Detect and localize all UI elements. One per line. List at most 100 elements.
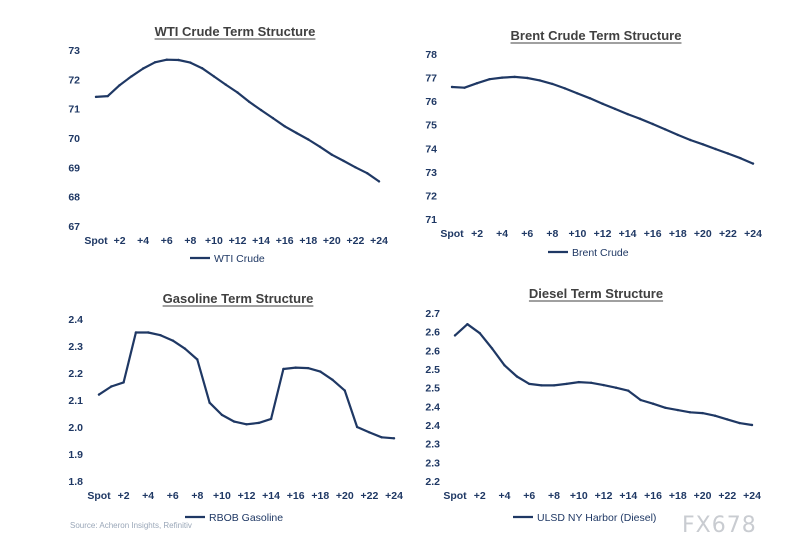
x-tick-label: +2 (471, 228, 483, 240)
x-tick-label: +4 (142, 490, 154, 502)
data-point (627, 389, 630, 392)
data-point (368, 431, 371, 434)
data-point (200, 67, 204, 70)
data-point (196, 358, 199, 361)
data-point (538, 79, 541, 82)
data-point (118, 84, 121, 87)
y-tick-label: 71 (425, 214, 437, 226)
data-point (259, 108, 263, 112)
data-point (726, 418, 729, 421)
data-point (189, 61, 192, 64)
data-point (306, 366, 310, 370)
x-tick-label: +22 (719, 228, 737, 240)
data-point (177, 58, 180, 62)
data-point (147, 331, 150, 334)
chart-title: Diesel Term Structure (529, 286, 663, 301)
data-point (601, 102, 604, 105)
chart-title: WTI Crude Term Structure (155, 24, 316, 39)
data-point (122, 381, 125, 384)
data-point (589, 381, 593, 384)
data-point (307, 138, 310, 141)
y-tick-label: 1.8 (68, 476, 83, 488)
data-point (551, 82, 554, 86)
legend-label: Brent Crude (572, 247, 629, 259)
series-line (94, 58, 381, 183)
data-point (110, 385, 113, 388)
data-point (453, 334, 457, 337)
data-point (664, 128, 667, 131)
data-point (130, 75, 133, 78)
data-point (171, 339, 174, 342)
data-point (639, 398, 642, 402)
source-note: Source: Acheron Insights, Refinitiv (70, 521, 192, 530)
data-point (165, 58, 168, 61)
y-tick-label: 2.2 (68, 368, 83, 380)
data-point (392, 437, 396, 440)
y-tick-label: 69 (68, 162, 80, 174)
data-point (208, 401, 211, 404)
data-point (236, 91, 239, 94)
x-tick-label: +20 (336, 490, 354, 502)
data-point (354, 166, 357, 169)
data-point (257, 421, 260, 425)
data-point (613, 107, 617, 111)
data-point (689, 138, 692, 142)
y-tick-label: 70 (68, 133, 80, 145)
x-tick-label: +20 (694, 228, 712, 240)
data-point (614, 386, 618, 389)
x-tick-label: +12 (594, 228, 612, 240)
data-point (501, 76, 504, 79)
x-tick-label: +6 (161, 235, 173, 247)
x-tick-label: +2 (474, 490, 486, 502)
y-tick-label: 72 (425, 190, 437, 202)
y-tick-label: 75 (425, 120, 437, 132)
data-point (490, 347, 494, 350)
x-tick-label: +18 (669, 228, 687, 240)
data-point (576, 92, 579, 95)
y-tick-label: 67 (68, 221, 80, 233)
data-point (488, 78, 491, 81)
data-point (750, 423, 754, 427)
data-point (588, 97, 592, 100)
series-line (97, 331, 396, 440)
x-tick-label: +24 (744, 228, 762, 240)
data-point (318, 145, 322, 148)
y-tick-label: 73 (425, 167, 437, 179)
data-point (466, 323, 469, 326)
data-point (552, 384, 556, 387)
y-tick-label: 2.3 (425, 439, 440, 451)
x-tick-label: +24 (385, 490, 403, 502)
x-tick-label: +16 (644, 228, 662, 240)
data-point (295, 131, 298, 135)
x-tick-label: +4 (137, 235, 149, 247)
x-tick-label: +6 (521, 228, 533, 240)
data-point (282, 367, 285, 371)
series-line (450, 75, 755, 165)
data-point (159, 334, 162, 337)
y-tick-label: 2.5 (425, 383, 440, 395)
chart-panel-3: Gasoline Term Structure 2.4 2.3 2.2 2.1 2.0 1.… (68, 291, 403, 524)
x-tick-label: +10 (570, 490, 588, 502)
data-point (713, 414, 717, 417)
y-tick-label: 76 (425, 96, 437, 108)
data-point (602, 383, 605, 387)
y-tick-label: 2.6 (425, 345, 440, 357)
x-tick-label: +12 (595, 490, 613, 502)
x-tick-label: +16 (644, 490, 662, 502)
y-tick-label: 2.7 (425, 308, 440, 320)
y-tick-label: 2.4 (425, 401, 440, 413)
x-tick-label: +8 (191, 490, 203, 502)
data-point (475, 82, 479, 85)
data-point (220, 413, 224, 417)
data-point (97, 393, 101, 396)
x-tick-label: +22 (718, 490, 736, 502)
data-point (565, 382, 568, 386)
x-tick-label: +16 (287, 490, 305, 502)
data-point (688, 411, 692, 414)
y-tick-label: 2.5 (425, 364, 440, 376)
data-point (142, 67, 145, 70)
x-tick-label: +4 (499, 490, 511, 502)
data-point (513, 75, 516, 79)
x-tick-label: +6 (523, 490, 535, 502)
